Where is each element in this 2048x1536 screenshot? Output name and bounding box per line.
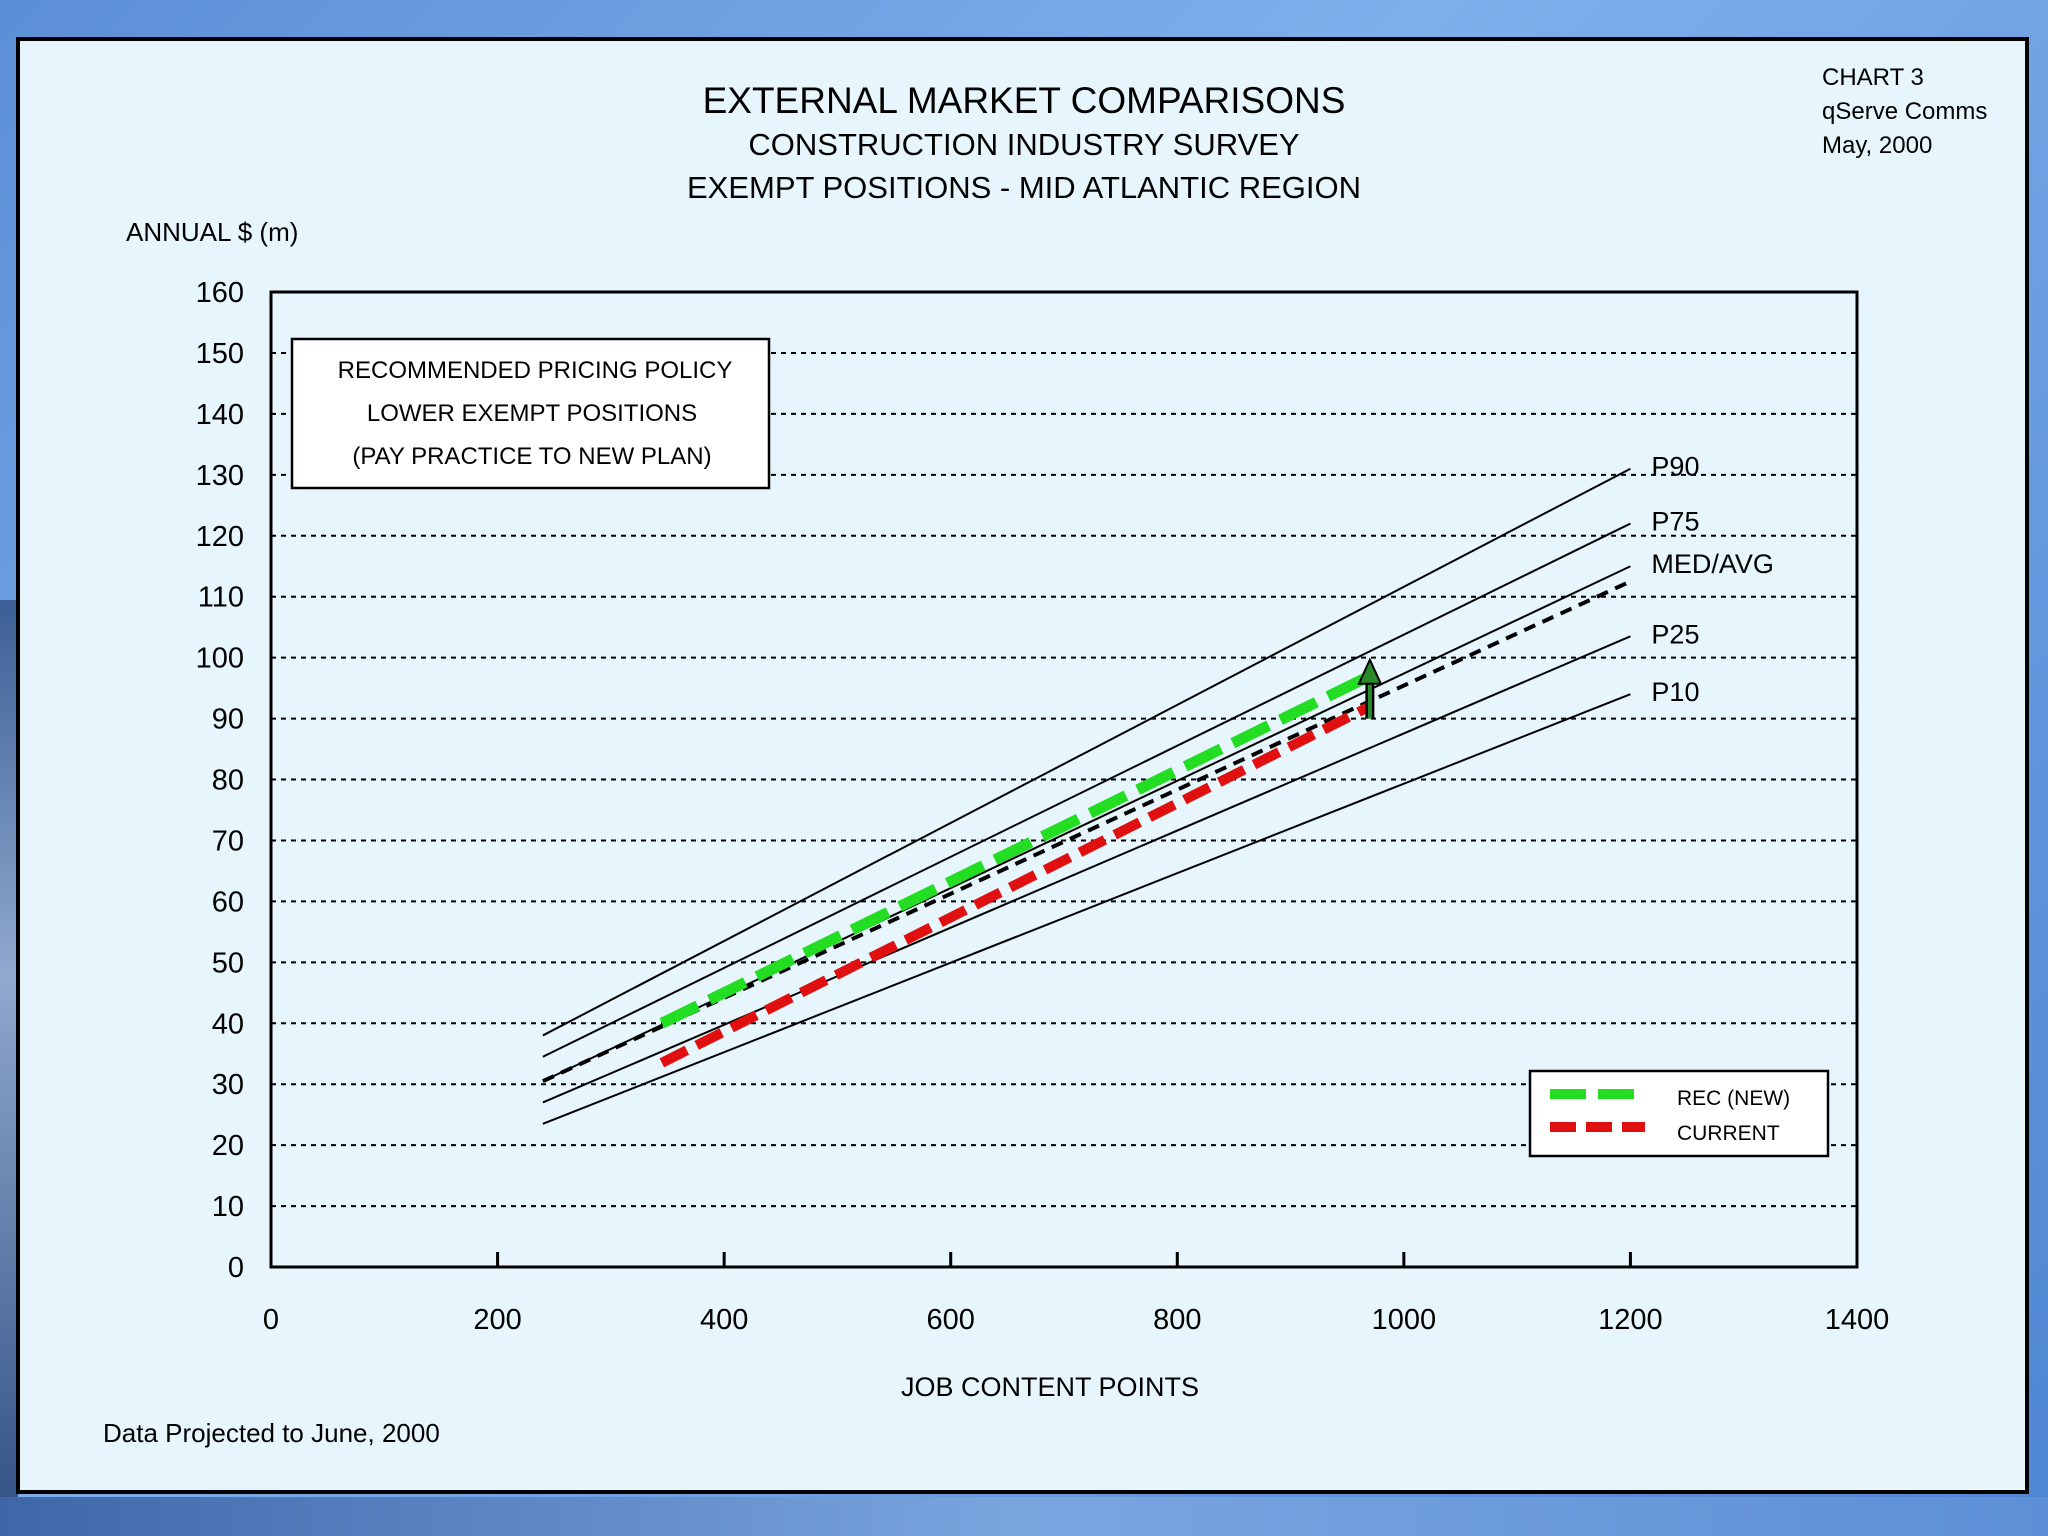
legend: REC (NEW) CURRENT <box>1528 1069 1830 1158</box>
y-tick-label: 30 <box>212 1069 244 1101</box>
plot-frame <box>269 290 1859 1269</box>
series-label-p75: P75 <box>1651 507 1699 537</box>
company-name: qServe Comms <box>1822 98 1988 125</box>
chart-panel <box>16 37 2029 1494</box>
annotation-box: RECOMMENDED PRICING POLICY LOWER EXEMPT … <box>290 337 771 490</box>
series-line-current <box>659 701 1373 1068</box>
y-tick-label: 10 <box>212 1191 244 1223</box>
legend-label-rec-new: REC (NEW) <box>1677 1087 1790 1110</box>
chart-title: EXTERNAL MARKET COMPARISONS <box>702 80 1346 121</box>
increase-arrow <box>1357 657 1383 719</box>
x-tick-label: 800 <box>1153 1304 1201 1336</box>
y-tick-label: 160 <box>196 277 244 309</box>
chart-subtitle-2: EXEMPT POSITIONS - MID ATLANTIC REGION <box>686 170 1362 205</box>
y-tick-label: 100 <box>196 643 244 675</box>
series-line-p10 <box>542 693 1631 1125</box>
corner-info: CHART 3 qServe Comms May, 2000 <box>1822 61 1987 163</box>
background-strip <box>0 600 18 1536</box>
series-line-trend-5 <box>542 579 1632 1083</box>
x-tick-label: 400 <box>700 1304 748 1336</box>
x-axis-label: JOB CONTENT POINTS <box>900 1372 1200 1402</box>
series-label-p90: P90 <box>1651 452 1699 482</box>
chart-number: CHART 3 <box>1822 64 1924 91</box>
series-line-p25 <box>542 635 1631 1104</box>
series-label-med-avg: MED/AVG <box>1651 549 1774 579</box>
y-tick-label: 70 <box>212 825 244 857</box>
series-labels: P90 P75 MED/AVG P25 P10 <box>1651 452 1774 707</box>
x-tick-label: 1000 <box>1372 1304 1437 1336</box>
series-label-p25: P25 <box>1651 619 1699 649</box>
y-tick-label: 20 <box>212 1130 244 1162</box>
series-line-p90 <box>542 467 1631 1037</box>
x-tick-label: 1400 <box>1825 1304 1890 1336</box>
series-line-p75 <box>542 522 1631 1058</box>
x-tick-label: 1200 <box>1598 1304 1663 1336</box>
y-tick-label: 50 <box>212 947 244 979</box>
y-tick-label: 40 <box>212 1008 244 1040</box>
y-tick-label: 90 <box>212 704 244 736</box>
y-tick-label: 0 <box>228 1252 244 1284</box>
chart-date: May, 2000 <box>1822 132 1933 159</box>
x-tick-label: 200 <box>473 1304 521 1336</box>
annotation-line-1: RECOMMENDED PRICING POLICY <box>338 357 733 384</box>
series-line-med-avg <box>542 565 1631 1083</box>
x-tick-label: 600 <box>927 1304 975 1336</box>
legend-frame <box>1528 1069 1830 1158</box>
background-bottom <box>0 1497 2048 1536</box>
y-tick-labels: 0 10 20 30 40 50 60 70 80 90 100 110 120 130 140 150 160 <box>196 277 244 1284</box>
x-ticks: 0 200 400 600 800 1000 1200 1400 <box>263 1252 1889 1336</box>
y-tick-label: 130 <box>196 460 244 492</box>
arrow-head <box>1357 657 1383 685</box>
annotation-box-frame <box>290 337 771 490</box>
y-tick-label: 60 <box>212 886 244 918</box>
annotation-line-3: (PAY PRACTICE TO NEW PLAN) <box>352 443 711 470</box>
annotation-line-2: LOWER EXEMPT POSITIONS <box>367 400 697 427</box>
y-tick-label: 150 <box>196 338 244 370</box>
series-line-rec-new <box>659 670 1373 1029</box>
y-tick-label: 140 <box>196 399 244 431</box>
y-tick-label: 120 <box>196 521 244 553</box>
footer-note: Data Projected to June, 2000 <box>103 1418 440 1448</box>
series-label-p10: P10 <box>1651 677 1699 707</box>
y-tick-label: 110 <box>198 582 244 614</box>
chart-subtitle-1: CONSTRUCTION INDUSTRY SURVEY <box>748 127 1300 162</box>
series-lines <box>542 467 1632 1125</box>
y-tick-label: 80 <box>212 765 244 797</box>
x-tick-label: 0 <box>263 1304 279 1336</box>
y-axis-label: ANNUAL $ (m) <box>126 217 299 247</box>
legend-label-current: CURRENT <box>1677 1122 1780 1145</box>
